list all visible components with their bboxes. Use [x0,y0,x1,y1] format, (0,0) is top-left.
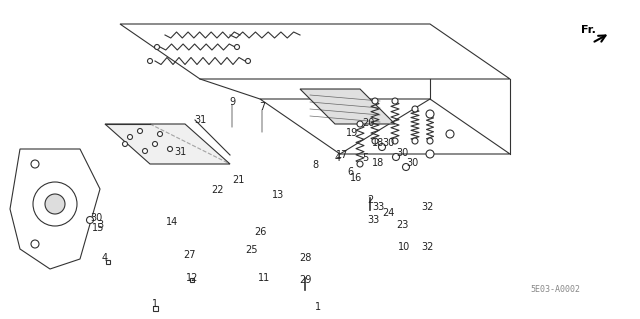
Circle shape [152,142,157,146]
Circle shape [127,135,132,139]
Circle shape [143,149,147,153]
Text: 4: 4 [102,253,108,263]
Circle shape [392,98,398,104]
Circle shape [157,131,163,137]
Circle shape [412,138,418,144]
Circle shape [147,58,152,63]
Circle shape [357,121,363,127]
Text: 32: 32 [422,242,434,252]
Text: 14: 14 [166,217,178,227]
Circle shape [392,153,399,160]
Text: 15: 15 [92,223,104,233]
Polygon shape [105,124,230,164]
Circle shape [86,217,93,224]
Text: 22: 22 [212,185,224,195]
Circle shape [403,164,410,170]
Text: 6: 6 [347,167,353,177]
Circle shape [412,106,418,112]
Text: 7: 7 [259,102,265,112]
Text: 5E03-A0002: 5E03-A0002 [530,286,580,294]
Text: 11: 11 [258,273,270,283]
Circle shape [33,182,77,226]
Circle shape [31,160,39,168]
Text: 18: 18 [372,138,384,148]
Text: 5: 5 [362,153,368,163]
Text: 4: 4 [335,153,341,163]
Text: 23: 23 [396,220,408,230]
Text: 17: 17 [336,150,348,160]
Circle shape [392,138,398,144]
Text: 30: 30 [396,148,408,158]
Text: 20: 20 [362,118,374,128]
Circle shape [45,194,65,214]
Circle shape [378,144,385,151]
Text: 21: 21 [232,175,244,185]
Text: 31: 31 [194,115,206,125]
Circle shape [357,161,363,167]
Bar [190,278,194,282]
Circle shape [234,44,239,49]
Text: 32: 32 [422,202,434,212]
Text: 8: 8 [312,160,318,170]
Text: 33: 33 [367,215,379,225]
Text: 33: 33 [372,202,384,212]
Circle shape [446,130,454,138]
Text: 16: 16 [350,173,362,183]
Text: 25: 25 [246,245,259,255]
Text: 13: 13 [272,190,284,200]
Text: Fr.: Fr. [580,25,595,35]
Polygon shape [300,89,395,124]
Text: 1: 1 [152,299,158,309]
Circle shape [427,138,433,144]
Text: 12: 12 [186,273,198,283]
Circle shape [31,240,39,248]
Circle shape [372,138,378,144]
Text: 2: 2 [367,195,373,205]
Circle shape [426,150,434,158]
Text: 31: 31 [174,147,186,157]
Text: 30: 30 [382,138,394,148]
Circle shape [372,98,378,104]
Text: 1: 1 [315,302,321,312]
Text: 18: 18 [372,158,384,168]
Text: 10: 10 [398,242,410,252]
Circle shape [246,58,250,63]
Text: 9: 9 [229,97,235,107]
Bar [152,306,157,310]
Circle shape [138,129,143,133]
Circle shape [168,146,173,152]
Text: 29: 29 [299,275,311,285]
Text: 19: 19 [346,128,358,138]
Text: 27: 27 [184,250,196,260]
Bar [106,260,110,264]
Text: 26: 26 [254,227,266,237]
Circle shape [154,44,159,49]
Text: 30: 30 [90,213,102,223]
Polygon shape [10,149,100,269]
Text: 28: 28 [299,253,311,263]
Circle shape [122,142,127,146]
Text: 24: 24 [382,208,394,218]
Circle shape [426,110,434,118]
Text: 30: 30 [406,158,418,168]
Text: 3: 3 [97,220,103,230]
